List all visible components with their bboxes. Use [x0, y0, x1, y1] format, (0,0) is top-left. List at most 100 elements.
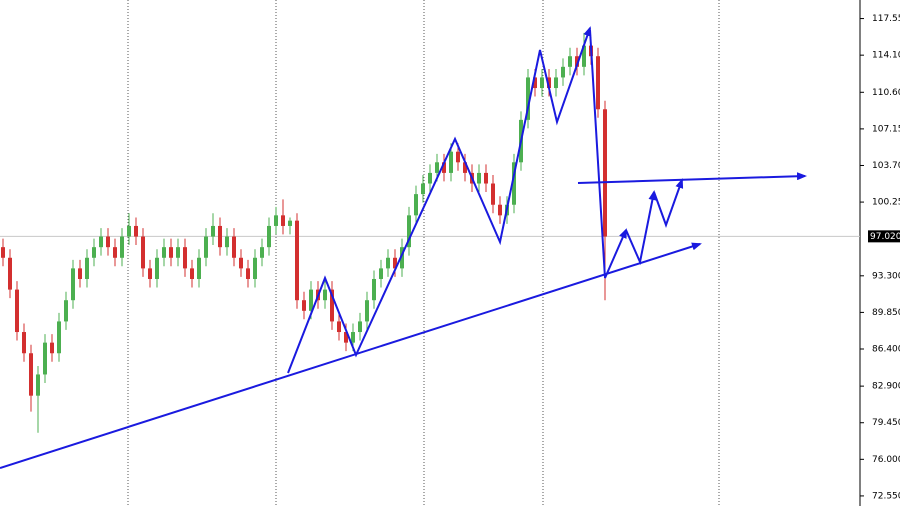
period-separators: [127, 0, 720, 506]
candle-body: [498, 204, 502, 216]
candle-body: [351, 332, 355, 343]
zigzag: [625, 190, 657, 266]
candle-body: [267, 225, 271, 248]
candle-body: [8, 257, 12, 290]
candle-body: [281, 215, 285, 226]
candle-body: [218, 225, 222, 248]
candle-body: [302, 300, 306, 311]
candle-body: [57, 321, 61, 354]
candle-body: [386, 257, 390, 269]
candle-body: [288, 220, 292, 226]
trend-line: [0, 242, 702, 469]
y-tick-label: 79.450: [872, 418, 900, 428]
candle-body: [526, 77, 530, 120]
candle-body: [120, 236, 124, 258]
candle-body: [603, 109, 607, 237]
candle-body: [379, 268, 383, 279]
candle-body: [29, 353, 33, 396]
candle-body: [197, 257, 201, 279]
y-tick-label: 103.700: [872, 161, 900, 171]
current-price-label: 97.020: [870, 232, 900, 242]
zigzag: [653, 178, 684, 228]
candle-body: [106, 236, 110, 248]
resistance-line: [577, 172, 807, 184]
candle-body: [463, 162, 467, 173]
candle-body: [134, 225, 138, 237]
candle-body: [99, 236, 103, 248]
y-tick-label: 110.600: [872, 88, 900, 98]
candle-body: [456, 151, 460, 163]
candle-body: [225, 236, 229, 248]
candle-body: [183, 247, 187, 269]
candle-body: [442, 162, 446, 173]
candle-body: [568, 56, 572, 67]
y-tick-label: 76.000: [872, 455, 900, 465]
y-tick-label: 93.300: [872, 271, 900, 281]
zigzag: [287, 26, 592, 374]
candle-body: [148, 268, 152, 279]
candle-body: [36, 374, 40, 396]
candle-body: [22, 332, 26, 354]
candle-body: [78, 268, 82, 279]
y-tick-label: 107.150: [872, 124, 900, 134]
candle-body: [372, 278, 376, 301]
candle-body: [477, 172, 481, 184]
candle-body: [85, 257, 89, 279]
y-tick-label: 86.400: [872, 345, 900, 355]
candle-body: [330, 289, 334, 322]
candle-body: [407, 215, 411, 248]
candle-body: [365, 300, 369, 322]
candle-body: [393, 257, 397, 269]
candle-body: [561, 66, 565, 78]
candle-body: [43, 342, 47, 375]
candle-body: [71, 268, 75, 301]
candle-body: [162, 247, 166, 258]
candle-body: [246, 268, 250, 279]
candle-body: [547, 77, 551, 89]
candle-body: [484, 172, 488, 184]
candle-body: [449, 151, 453, 173]
candle-body: [575, 56, 579, 67]
candle-body: [414, 194, 418, 216]
candle-body: [428, 172, 432, 184]
candle-body: [141, 236, 145, 269]
annotations: [0, 26, 807, 469]
candle-body: [15, 289, 19, 333]
candle-body: [127, 225, 131, 237]
candle-body: [344, 332, 348, 343]
candle-body: [50, 342, 54, 354]
candle-body: [211, 225, 215, 237]
candle-body: [491, 183, 495, 205]
y-tick-label: 89.850: [872, 308, 900, 318]
y-tick-label: 72.550: [872, 491, 900, 501]
candle-body: [533, 77, 537, 89]
candle-body: [323, 289, 327, 301]
price-label-box: [868, 230, 900, 243]
candle-body: [435, 162, 439, 173]
zigzag: [589, 29, 627, 279]
candle-body: [400, 247, 404, 269]
candle-body: [64, 300, 68, 322]
candle-body: [232, 236, 236, 258]
candle-body: [421, 183, 425, 195]
y-tick-label: 82.900: [872, 382, 900, 392]
candle-body: [358, 321, 362, 333]
candle-body: [1, 247, 5, 258]
candle-body: [554, 77, 558, 89]
candle-body: [176, 247, 180, 258]
candle-body: [295, 220, 299, 301]
candle-body: [190, 268, 194, 279]
candle-body: [239, 257, 243, 269]
candle-body: [337, 321, 341, 333]
y-tick-label: 117.550: [872, 14, 900, 24]
candle-body: [309, 289, 313, 311]
y-tick-label: 100.250: [872, 198, 900, 208]
candle-body: [155, 257, 159, 279]
candle-body: [253, 257, 257, 279]
y-tick-label: 114.100: [872, 51, 900, 61]
candle-body: [596, 56, 600, 110]
candle-body: [582, 45, 586, 67]
candle-body: [169, 247, 173, 258]
candle-body: [512, 162, 516, 205]
